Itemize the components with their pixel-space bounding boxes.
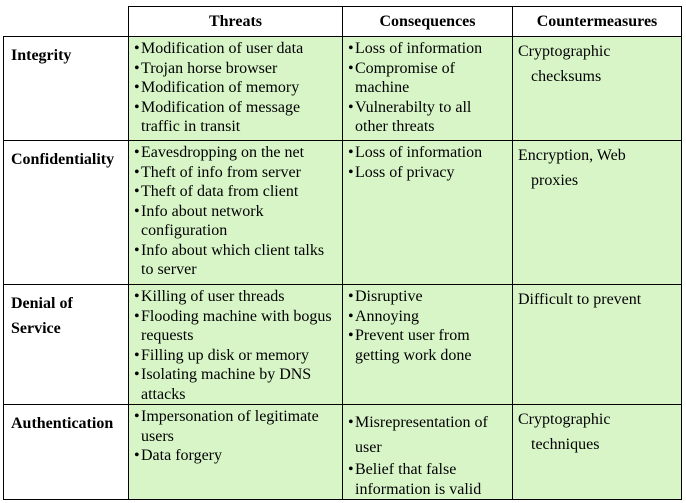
header-blank-cell (3, 6, 129, 37)
list-item: Loss of privacy (348, 163, 508, 183)
list-item: Modification of message traffic in trans… (134, 98, 338, 137)
countermeasures-cell: Cryptographic techniques (512, 404, 682, 500)
countermeasures-cell: Difficult to prevent (512, 284, 682, 405)
list-item: Info about network configuration (134, 202, 338, 241)
countermeasure-text: Encryption, Web (518, 147, 626, 164)
list-item: Compromise of machine (348, 59, 508, 98)
table-row: Authentication Impersonation of legitima… (3, 404, 682, 500)
header-countermeasures: Countermeasures (512, 6, 682, 37)
consequences-cell: Loss of information Loss of privacy (342, 140, 513, 285)
list-item: Modification of user data (134, 39, 338, 59)
list-item: Data forgery (134, 446, 338, 466)
threats-cell: Impersonation of legitimate users Data f… (128, 404, 343, 500)
list-item: Theft of data from client (134, 182, 338, 202)
countermeasure-text: Cryptographic (518, 43, 611, 60)
list-item: Killing of user threads (134, 287, 338, 307)
countermeasures-cell: Cryptographic checksums (512, 36, 682, 141)
header-consequences: Consequences (342, 6, 513, 37)
list-item: Modification of memory (134, 78, 338, 98)
threats-cell: Killing of user threads Flooding machine… (128, 284, 343, 405)
list-item: Impersonation of legitimate users (134, 407, 338, 446)
header-row: Threats Consequences Countermeasures (3, 6, 682, 37)
table-row: Confidentiality Eavesdropping on the net… (3, 140, 682, 285)
category-integrity: Integrity (3, 36, 129, 141)
consequences-cell: Loss of information Compromise of machin… (342, 36, 513, 141)
header-threats: Threats (128, 6, 343, 37)
security-threats-table: Threats Consequences Countermeasures Int… (3, 6, 682, 500)
list-item: Annoying (348, 307, 508, 327)
list-item: Isolating machine by DNS attacks (134, 365, 338, 404)
threats-cell: Eavesdropping on the net Theft of info f… (128, 140, 343, 285)
threats-cell: Modification of user data Trojan horse b… (128, 36, 343, 141)
countermeasure-text: Cryptographic (518, 411, 611, 428)
list-item: Disruptive (348, 287, 508, 307)
list-item: Loss of information (348, 39, 508, 59)
list-item: Misrepresentation of user (348, 410, 508, 460)
category-denial-of-service: Denial of Service (3, 284, 129, 405)
list-item: Prevent user from getting work done (348, 326, 508, 365)
category-confidentiality: Confidentiality (3, 140, 129, 285)
list-item: Vulnerabilty to all other threats (348, 98, 508, 137)
list-item: Eavesdropping on the net (134, 143, 338, 163)
list-item: Theft of info from server (134, 163, 338, 183)
countermeasures-cell: Encryption, Web proxies (512, 140, 682, 285)
category-authentication: Authentication (3, 404, 129, 500)
table-row: Integrity Modification of user data Troj… (3, 36, 682, 141)
list-item: Filling up disk or memory (134, 346, 338, 366)
list-item: Info about which client talks to server (134, 241, 338, 280)
consequences-cell: Disruptive Annoying Prevent user from ge… (342, 284, 513, 405)
countermeasure-text: checksums (531, 68, 602, 85)
consequences-cell: Misrepresentation of user Belief that fa… (342, 404, 513, 500)
list-item: Flooding machine with bogus requests (134, 307, 338, 346)
list-item: Belief that false information is valid (348, 460, 508, 499)
list-item: Loss of information (348, 143, 508, 163)
countermeasure-text: Difficult to prevent (518, 291, 642, 308)
countermeasure-text: proxies (531, 172, 579, 189)
table-row: Denial of Service Killing of user thread… (3, 284, 682, 405)
list-item: Trojan horse browser (134, 59, 338, 79)
countermeasure-text: techniques (531, 436, 600, 453)
